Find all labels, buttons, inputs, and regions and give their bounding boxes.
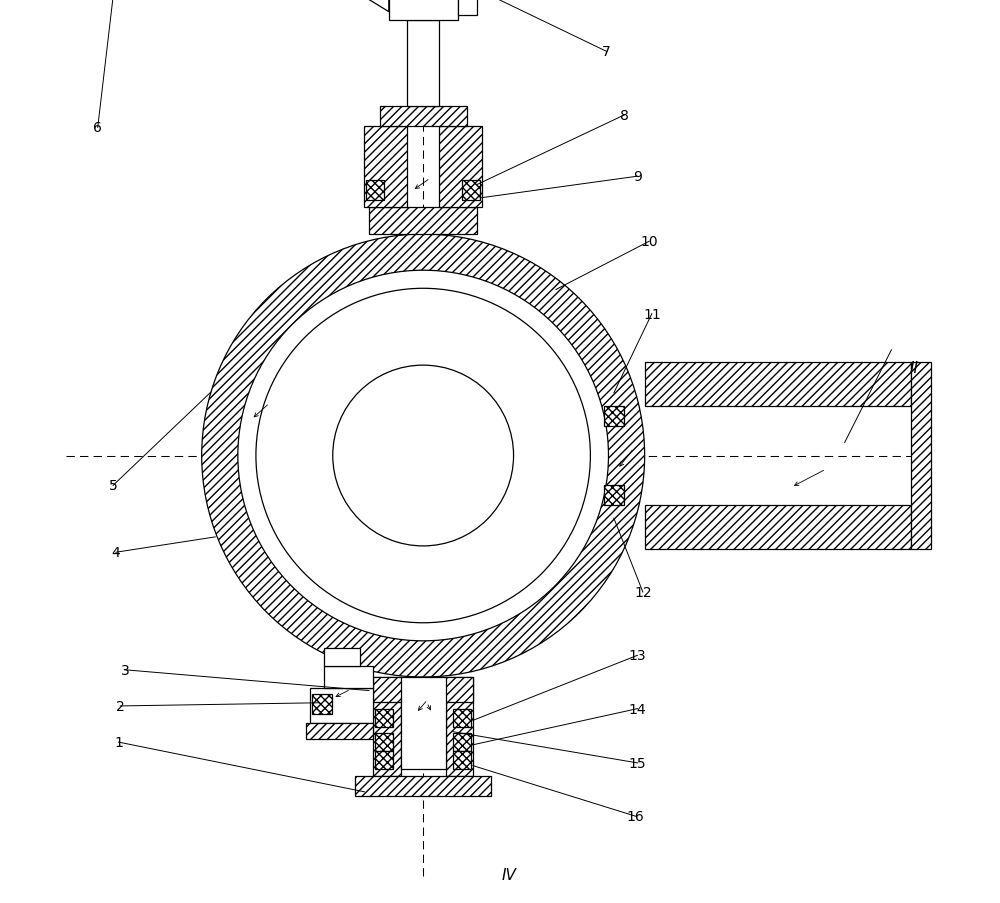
Text: 5: 5 <box>109 479 117 493</box>
Bar <box>446 677 473 777</box>
Bar <box>312 694 332 713</box>
Bar <box>389 0 458 21</box>
Text: 4: 4 <box>111 545 120 560</box>
Bar <box>604 406 624 426</box>
Bar <box>355 777 491 796</box>
Text: 11: 11 <box>643 307 661 321</box>
Bar <box>645 363 911 406</box>
Bar <box>375 709 393 727</box>
Text: 6: 6 <box>93 121 102 135</box>
Text: 16: 16 <box>627 809 644 824</box>
Bar <box>373 677 473 703</box>
Text: 15: 15 <box>629 756 646 770</box>
Bar <box>453 709 471 727</box>
Text: 7: 7 <box>602 45 611 60</box>
Bar <box>324 666 373 688</box>
Text: 1: 1 <box>114 735 123 749</box>
Text: 3: 3 <box>120 663 129 677</box>
Bar <box>458 0 477 16</box>
Circle shape <box>256 289 590 623</box>
Polygon shape <box>98 0 389 13</box>
Bar <box>439 126 482 208</box>
Bar <box>453 733 471 751</box>
Bar <box>375 751 393 769</box>
Text: 10: 10 <box>640 235 658 249</box>
Bar <box>373 677 401 777</box>
Bar <box>407 21 439 107</box>
Bar <box>366 181 384 200</box>
Text: 8: 8 <box>620 108 629 123</box>
Bar <box>911 363 931 549</box>
Bar <box>369 208 477 235</box>
Bar <box>380 107 467 126</box>
Text: 13: 13 <box>629 648 646 663</box>
Circle shape <box>202 235 645 677</box>
Bar <box>645 506 911 549</box>
Text: 14: 14 <box>629 702 646 716</box>
Text: 12: 12 <box>634 585 652 600</box>
Text: II: II <box>910 361 919 376</box>
Bar <box>306 722 373 739</box>
Bar <box>453 751 471 769</box>
Circle shape <box>333 366 514 546</box>
Bar <box>401 677 446 769</box>
Bar <box>324 648 360 666</box>
Bar <box>462 181 480 200</box>
Text: IV: IV <box>502 867 516 881</box>
Bar <box>364 126 407 208</box>
Circle shape <box>238 271 608 641</box>
Bar <box>310 688 373 722</box>
Text: 2: 2 <box>116 699 125 713</box>
Bar <box>604 486 624 506</box>
Text: 9: 9 <box>633 170 642 184</box>
Bar <box>375 733 393 751</box>
